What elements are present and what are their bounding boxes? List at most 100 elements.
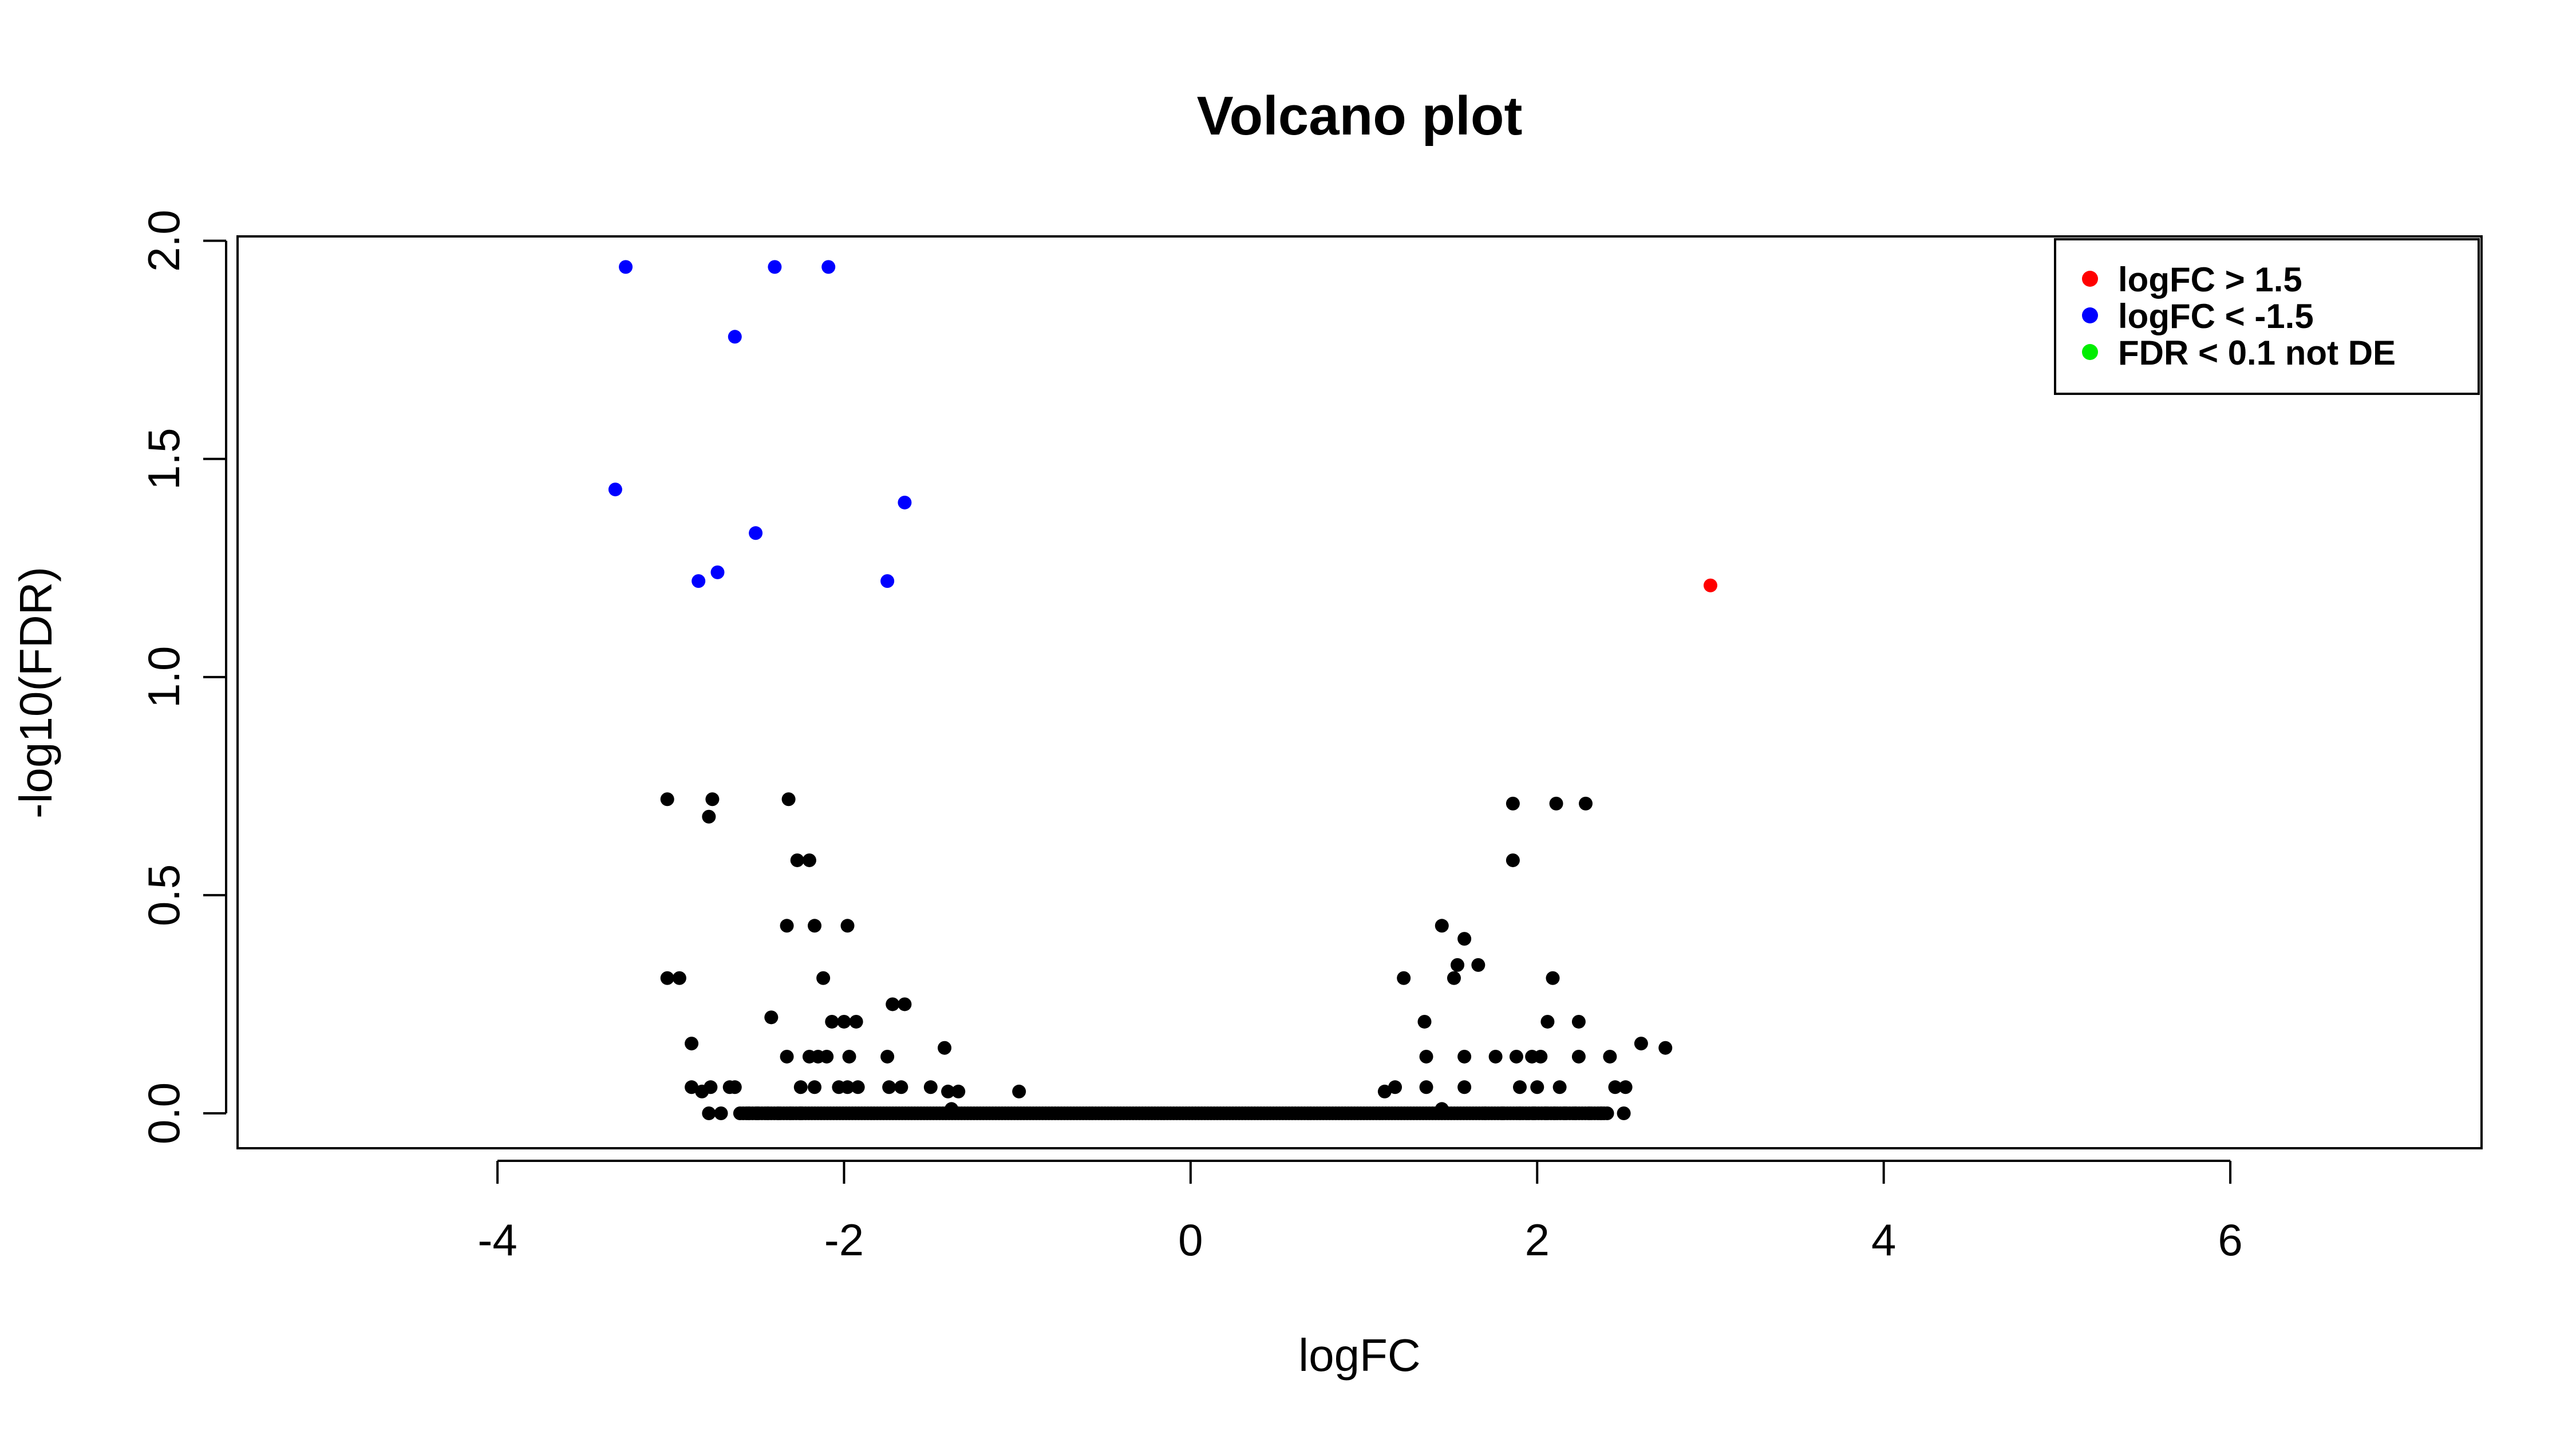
legend-marker-up: [2082, 271, 2098, 287]
x-tick-label: 2: [1525, 1215, 1550, 1265]
data-point: [660, 971, 674, 985]
data-point: [768, 260, 782, 274]
data-point: [1419, 1080, 1433, 1094]
data-point: [702, 809, 716, 824]
data-point: [790, 853, 804, 867]
data-point: [728, 330, 742, 344]
data-point: [702, 1106, 716, 1121]
data-point: [695, 1084, 709, 1098]
x-tick-label: 0: [1178, 1215, 1203, 1265]
data-point: [761, 1106, 775, 1121]
data-point: [710, 565, 725, 579]
data-point: [1608, 1080, 1622, 1094]
data-point: [705, 792, 720, 807]
data-point: [1435, 1102, 1449, 1116]
data-point: [1506, 853, 1520, 867]
y-tick-label: 1.0: [139, 646, 189, 708]
data-point: [1546, 971, 1560, 985]
data-point: [660, 792, 674, 807]
data-point: [1451, 958, 1465, 972]
data-point: [880, 574, 895, 588]
data-point: [880, 1049, 895, 1064]
data-point: [825, 1014, 839, 1029]
plot-frame: [236, 235, 2483, 1149]
data-point: [1617, 1106, 1631, 1121]
chart-title: Volcano plot: [1197, 85, 1523, 147]
data-point: [608, 483, 622, 497]
data-point: [1435, 919, 1449, 933]
x-axis: -4 -2 0 2 4 6: [477, 1160, 2243, 1265]
data-point: [1527, 1106, 1541, 1121]
legend-marker-fdr-not-de: [2082, 344, 2098, 360]
data-point: [793, 1106, 808, 1121]
data-point: [685, 1037, 699, 1051]
data-point: [941, 1084, 955, 1098]
data-point: [882, 1080, 896, 1094]
data-point: [894, 1080, 908, 1094]
data-point: [808, 919, 821, 933]
data-point: [685, 1080, 699, 1094]
data-point: [1603, 1049, 1617, 1064]
y-tick-label: 0.5: [139, 864, 189, 926]
data-point: [1471, 958, 1485, 972]
data-point: [780, 1049, 794, 1064]
data-point: [619, 260, 633, 274]
data-point: [951, 1084, 966, 1098]
y-axis: 0.0 0.5 1.0 1.5 2.0: [139, 209, 227, 1144]
data-point: [1658, 1041, 1673, 1055]
x-tick-label: 4: [1871, 1215, 1896, 1265]
y-tick-label: 1.5: [139, 428, 189, 490]
x-axis-label: logFC: [1298, 1330, 1420, 1381]
data-point: [692, 574, 706, 588]
data-point: [764, 1010, 779, 1025]
y-tick-label: 2.0: [139, 209, 189, 271]
data-point: [808, 1080, 821, 1094]
data-points: [608, 260, 1717, 1121]
data-point: [1457, 1049, 1472, 1064]
data-point: [1618, 1080, 1633, 1094]
data-point: [1457, 932, 1472, 946]
data-point: [714, 1106, 728, 1121]
data-point: [1552, 1080, 1567, 1094]
data-point: [793, 1080, 808, 1094]
data-point: [821, 260, 836, 274]
data-point: [672, 971, 686, 985]
data-point: [1419, 1049, 1433, 1064]
legend-label-down: logFC < -1.5: [2118, 297, 2314, 335]
data-point: [1571, 1049, 1586, 1064]
data-point: [1579, 796, 1593, 811]
data-point: [1571, 1014, 1586, 1029]
data-point: [886, 997, 900, 1011]
x-tick-label: 6: [2218, 1215, 2242, 1265]
legend: logFC > 1.5 logFC < -1.5 FDR < 0.1 not D…: [2054, 238, 2480, 395]
data-point: [780, 919, 794, 933]
y-axis-label: -log10(FDR): [10, 567, 61, 819]
data-point: [749, 526, 763, 540]
data-point: [842, 1049, 856, 1064]
y-tick-label: 0.0: [139, 1082, 189, 1144]
data-point: [1397, 971, 1411, 985]
data-point: [851, 1080, 865, 1094]
x-tick-label: -4: [477, 1215, 517, 1265]
data-point: [1530, 1080, 1544, 1094]
data-point: [1582, 1106, 1597, 1121]
data-point: [849, 1014, 863, 1029]
data-point: [1540, 1014, 1555, 1029]
data-point: [1488, 1049, 1503, 1064]
data-point: [1703, 578, 1717, 592]
data-point: [945, 1102, 959, 1116]
data-point: [1549, 796, 1563, 811]
data-point: [750, 1106, 765, 1121]
data-point: [837, 1014, 851, 1029]
data-point: [1012, 1084, 1026, 1098]
data-point: [898, 495, 912, 509]
x-tick-label: -2: [824, 1215, 864, 1265]
data-point: [1547, 1106, 1562, 1121]
data-point: [923, 1080, 938, 1094]
data-point: [781, 792, 796, 807]
data-point: [1634, 1037, 1648, 1051]
data-point: [840, 919, 855, 933]
data-point: [1388, 1080, 1402, 1094]
data-point: [771, 1106, 785, 1121]
